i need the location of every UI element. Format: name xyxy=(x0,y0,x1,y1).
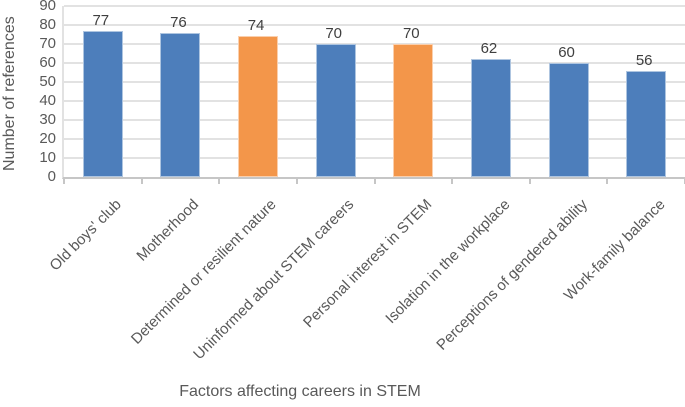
bar xyxy=(160,32,201,177)
bar xyxy=(82,30,123,177)
gridline xyxy=(64,62,685,64)
y-tick-label: 90 xyxy=(39,0,56,14)
data-label: 74 xyxy=(247,17,265,35)
y-tick-label: 10 xyxy=(39,149,56,166)
bar xyxy=(470,59,511,177)
x-tick-mark xyxy=(63,177,65,184)
category-label: Isolation in the workplace xyxy=(381,196,513,328)
y-tick-label: 30 xyxy=(39,111,56,128)
category-label: Uninformed about STEM careers xyxy=(190,196,358,364)
plot-area xyxy=(62,5,685,184)
y-tick-label: 20 xyxy=(39,130,56,147)
data-label: 62 xyxy=(480,40,498,58)
data-label: 70 xyxy=(325,25,343,42)
y-tick-label: 40 xyxy=(39,92,56,109)
gridline xyxy=(64,157,685,159)
y-tick-label: 50 xyxy=(39,73,56,90)
category-label: Old boys' club xyxy=(46,196,125,275)
x-tick-mark xyxy=(295,177,298,184)
data-label: 70 xyxy=(402,25,420,42)
bar xyxy=(393,44,434,177)
bar xyxy=(626,70,667,177)
category-label: Motherhood xyxy=(133,196,203,265)
gridline xyxy=(64,138,685,140)
x-tick-mark xyxy=(140,177,143,184)
gridline xyxy=(64,24,685,26)
gridline xyxy=(64,81,685,83)
data-label: 77 xyxy=(92,11,110,29)
x-tick-mark xyxy=(528,177,531,184)
y-tick-label: 70 xyxy=(39,35,56,52)
gridline xyxy=(64,5,685,7)
x-axis-title: Factors affecting careers in STEM xyxy=(179,383,421,400)
x-tick-mark xyxy=(451,177,454,184)
category-label: Personal interest in STEM xyxy=(300,196,436,332)
category-label: Perceptions of gendered ability xyxy=(432,196,591,354)
bar xyxy=(238,36,279,177)
data-label: 76 xyxy=(170,13,187,31)
bar xyxy=(548,63,589,177)
category-label: Determined or resilient nature xyxy=(128,196,281,348)
data-label: 60 xyxy=(558,44,575,61)
data-label: 56 xyxy=(635,51,653,69)
y-tick-label: 60 xyxy=(39,54,56,71)
gridline xyxy=(64,43,685,45)
bar xyxy=(315,44,356,177)
x-tick-mark xyxy=(218,177,221,184)
gridline xyxy=(64,100,685,102)
x-tick-mark xyxy=(606,177,609,184)
x-tick-mark xyxy=(373,177,376,184)
gridline xyxy=(64,119,685,121)
y-tick-label: 80 xyxy=(39,16,56,33)
y-tick-label: 0 xyxy=(47,168,56,185)
